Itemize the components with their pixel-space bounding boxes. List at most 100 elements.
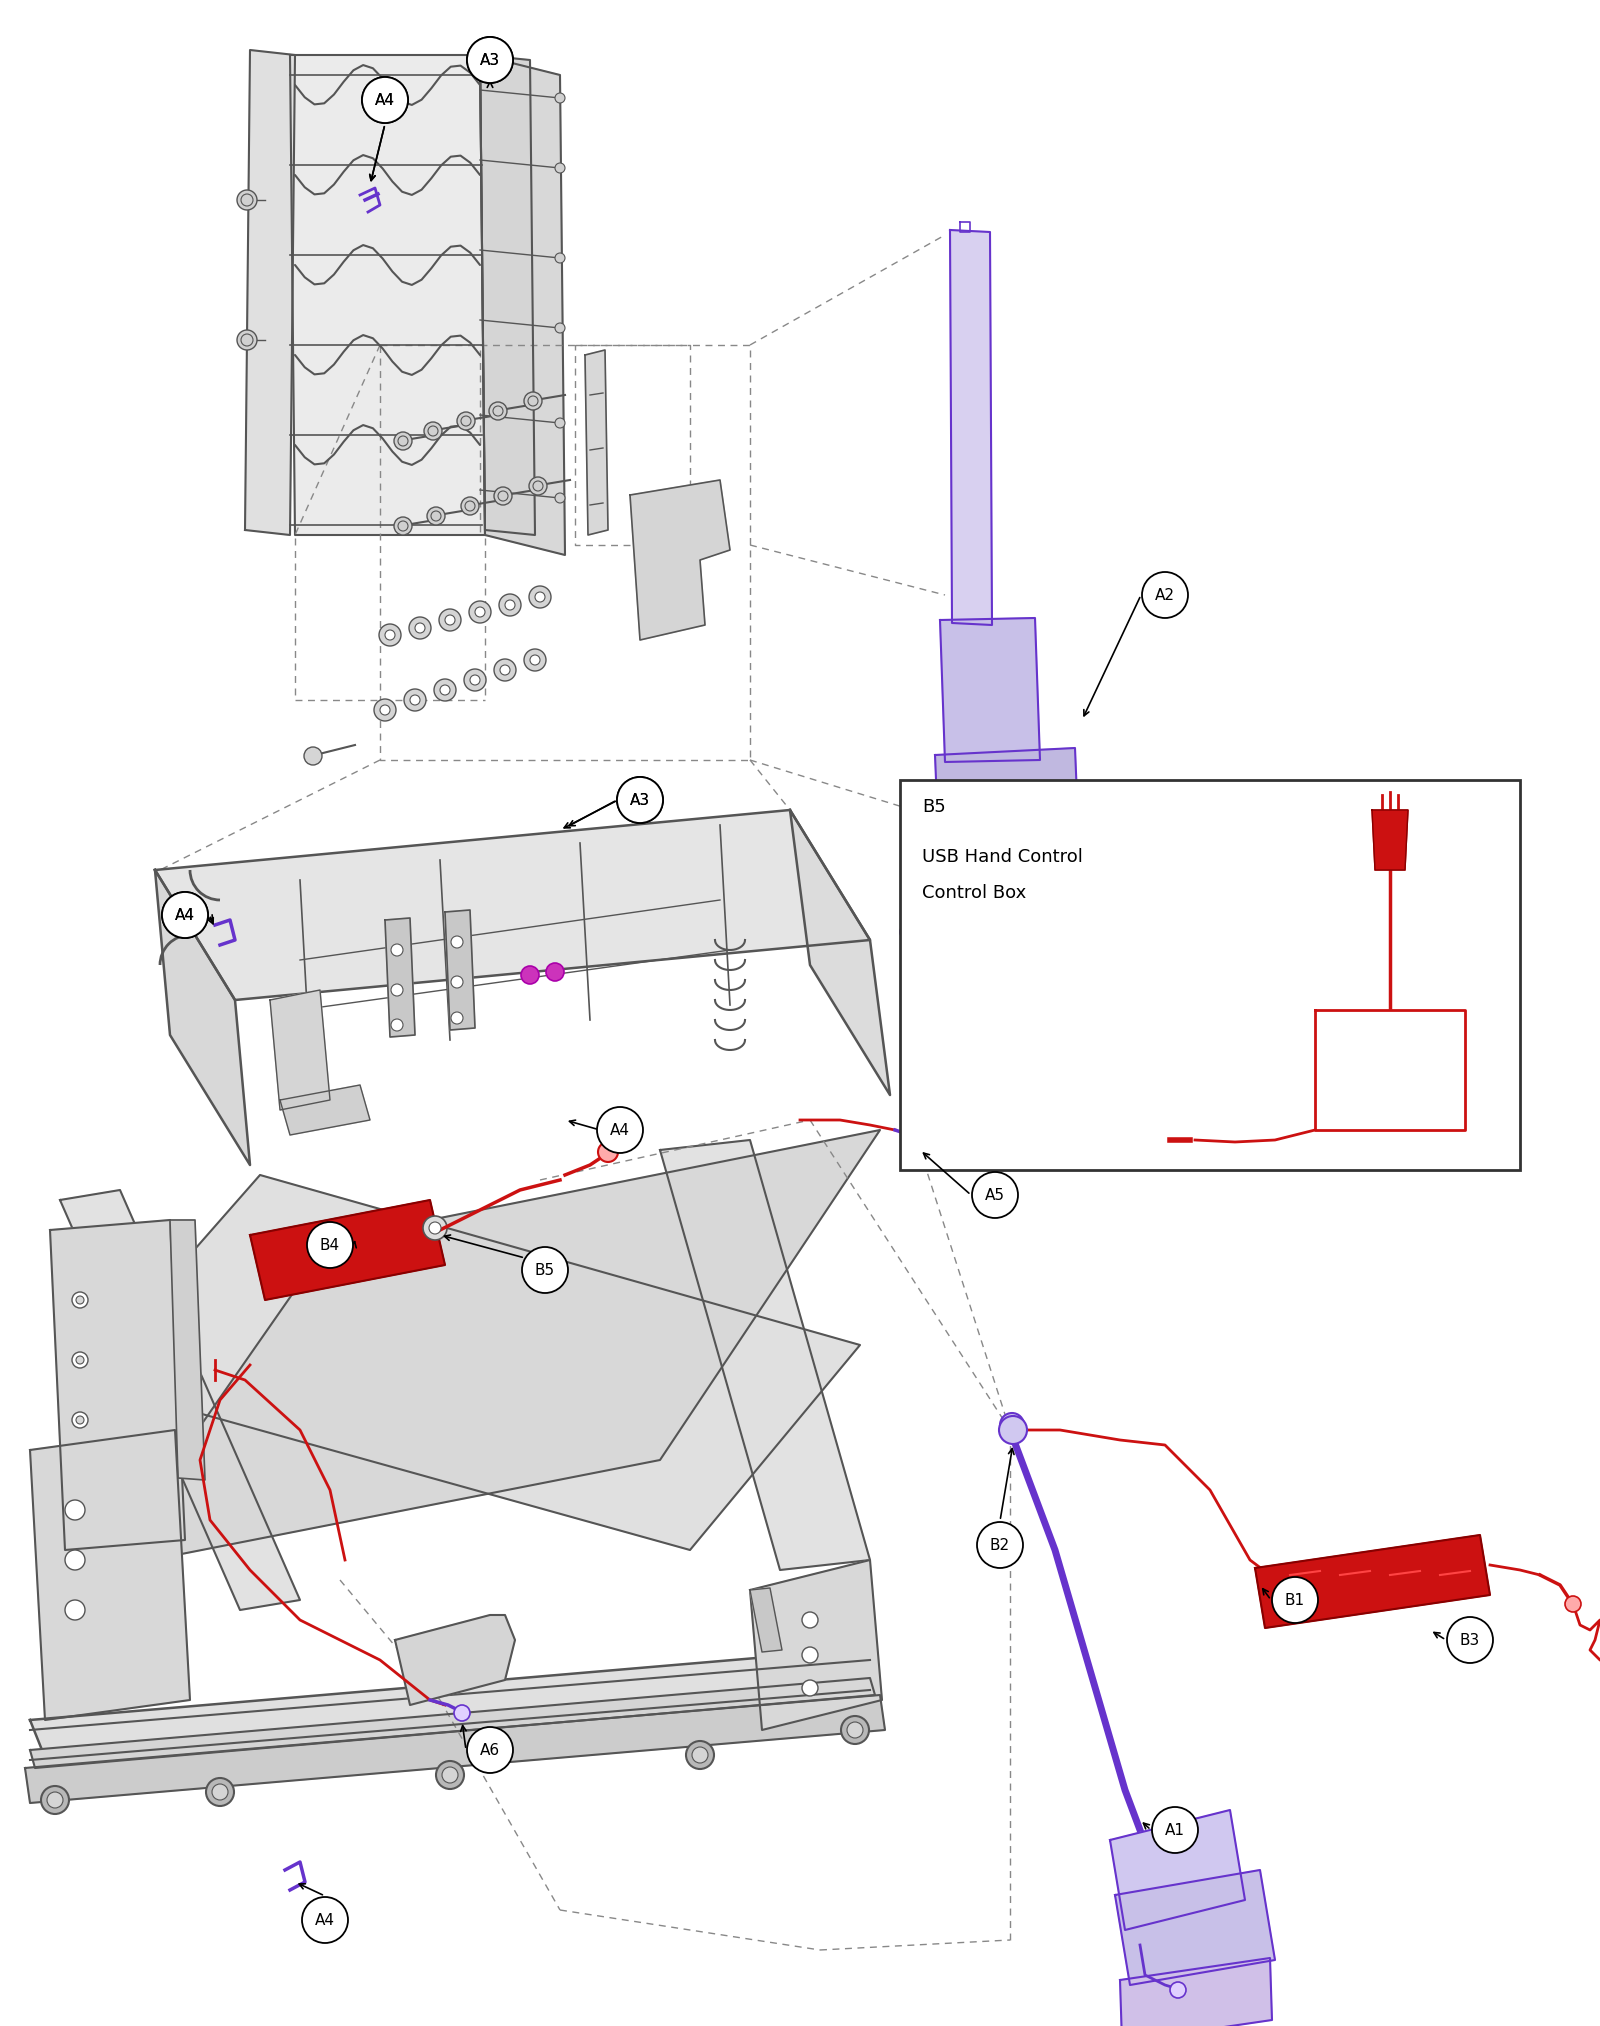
- Circle shape: [390, 985, 403, 997]
- Circle shape: [842, 1716, 869, 1744]
- Circle shape: [525, 391, 542, 409]
- Circle shape: [162, 891, 208, 938]
- Circle shape: [546, 962, 563, 981]
- Polygon shape: [1120, 1957, 1272, 2026]
- Circle shape: [1000, 1412, 1024, 1436]
- Circle shape: [494, 658, 515, 681]
- Circle shape: [1272, 1576, 1318, 1623]
- Circle shape: [1152, 1807, 1198, 1854]
- Circle shape: [77, 1297, 83, 1305]
- Text: A5: A5: [986, 1187, 1005, 1203]
- Circle shape: [386, 630, 395, 640]
- Polygon shape: [30, 1678, 875, 1769]
- Polygon shape: [1373, 810, 1408, 869]
- Circle shape: [467, 1726, 514, 1773]
- Polygon shape: [270, 991, 330, 1110]
- Circle shape: [66, 1601, 85, 1621]
- Circle shape: [403, 689, 426, 711]
- Circle shape: [445, 616, 454, 624]
- Polygon shape: [630, 480, 730, 640]
- Circle shape: [381, 705, 390, 715]
- Text: A3: A3: [480, 53, 501, 67]
- Circle shape: [442, 1767, 458, 1783]
- Circle shape: [440, 685, 450, 695]
- Circle shape: [429, 1222, 442, 1234]
- Circle shape: [72, 1412, 88, 1428]
- Circle shape: [394, 517, 413, 535]
- Polygon shape: [661, 1141, 870, 1570]
- Polygon shape: [586, 350, 608, 535]
- Circle shape: [422, 1216, 446, 1240]
- Circle shape: [910, 1139, 930, 1159]
- Circle shape: [394, 432, 413, 450]
- Polygon shape: [480, 55, 565, 555]
- Polygon shape: [26, 1696, 885, 1803]
- Polygon shape: [480, 55, 534, 535]
- Polygon shape: [250, 1199, 445, 1301]
- Polygon shape: [790, 810, 890, 1094]
- Polygon shape: [61, 1189, 301, 1611]
- Circle shape: [66, 1550, 85, 1570]
- Circle shape: [899, 924, 915, 940]
- Circle shape: [598, 1143, 618, 1163]
- Circle shape: [534, 592, 546, 602]
- Circle shape: [424, 421, 442, 440]
- Circle shape: [555, 253, 565, 263]
- Circle shape: [475, 608, 485, 618]
- Text: A3: A3: [630, 792, 650, 808]
- Circle shape: [555, 492, 565, 502]
- Text: B2: B2: [990, 1538, 1010, 1552]
- Polygon shape: [50, 1220, 186, 1550]
- Circle shape: [237, 190, 258, 211]
- Text: A4: A4: [174, 908, 195, 922]
- Polygon shape: [155, 869, 250, 1165]
- Text: B4: B4: [320, 1238, 341, 1252]
- Circle shape: [211, 1785, 229, 1799]
- Circle shape: [530, 586, 550, 608]
- Circle shape: [555, 162, 565, 172]
- Circle shape: [555, 93, 565, 103]
- Circle shape: [451, 936, 462, 948]
- Circle shape: [691, 1746, 707, 1763]
- Polygon shape: [938, 857, 1082, 966]
- Circle shape: [470, 675, 480, 685]
- Circle shape: [72, 1293, 88, 1309]
- Text: A4: A4: [315, 1913, 334, 1927]
- Polygon shape: [934, 748, 1080, 877]
- Circle shape: [978, 1522, 1022, 1568]
- Text: USB Hand Control: USB Hand Control: [922, 849, 1083, 865]
- Circle shape: [802, 1680, 818, 1696]
- Circle shape: [973, 1171, 1018, 1218]
- Polygon shape: [1115, 1870, 1275, 1985]
- Polygon shape: [1254, 1536, 1490, 1629]
- Circle shape: [66, 1499, 85, 1520]
- Circle shape: [72, 1351, 88, 1368]
- Circle shape: [522, 966, 539, 985]
- Text: Control Box: Control Box: [922, 883, 1026, 902]
- Text: A4: A4: [374, 93, 395, 107]
- Polygon shape: [1315, 1011, 1466, 1131]
- Polygon shape: [750, 1560, 882, 1730]
- Circle shape: [802, 1647, 818, 1663]
- Text: A3: A3: [630, 792, 650, 808]
- Text: A4: A4: [174, 908, 195, 922]
- Polygon shape: [950, 231, 992, 624]
- Circle shape: [1170, 1981, 1186, 1998]
- Polygon shape: [750, 1588, 782, 1651]
- Polygon shape: [155, 810, 870, 1001]
- Circle shape: [686, 1740, 714, 1769]
- Circle shape: [522, 1246, 568, 1293]
- Circle shape: [390, 1019, 403, 1031]
- Circle shape: [618, 778, 662, 823]
- Text: A1: A1: [1165, 1823, 1186, 1838]
- Text: A3: A3: [480, 53, 501, 67]
- Polygon shape: [245, 51, 294, 535]
- Text: B1: B1: [1285, 1592, 1306, 1607]
- Circle shape: [77, 1355, 83, 1363]
- Circle shape: [307, 1222, 354, 1268]
- Circle shape: [530, 476, 547, 494]
- Circle shape: [304, 748, 322, 766]
- Polygon shape: [395, 1615, 515, 1706]
- Circle shape: [998, 1416, 1027, 1445]
- Text: A4: A4: [610, 1122, 630, 1137]
